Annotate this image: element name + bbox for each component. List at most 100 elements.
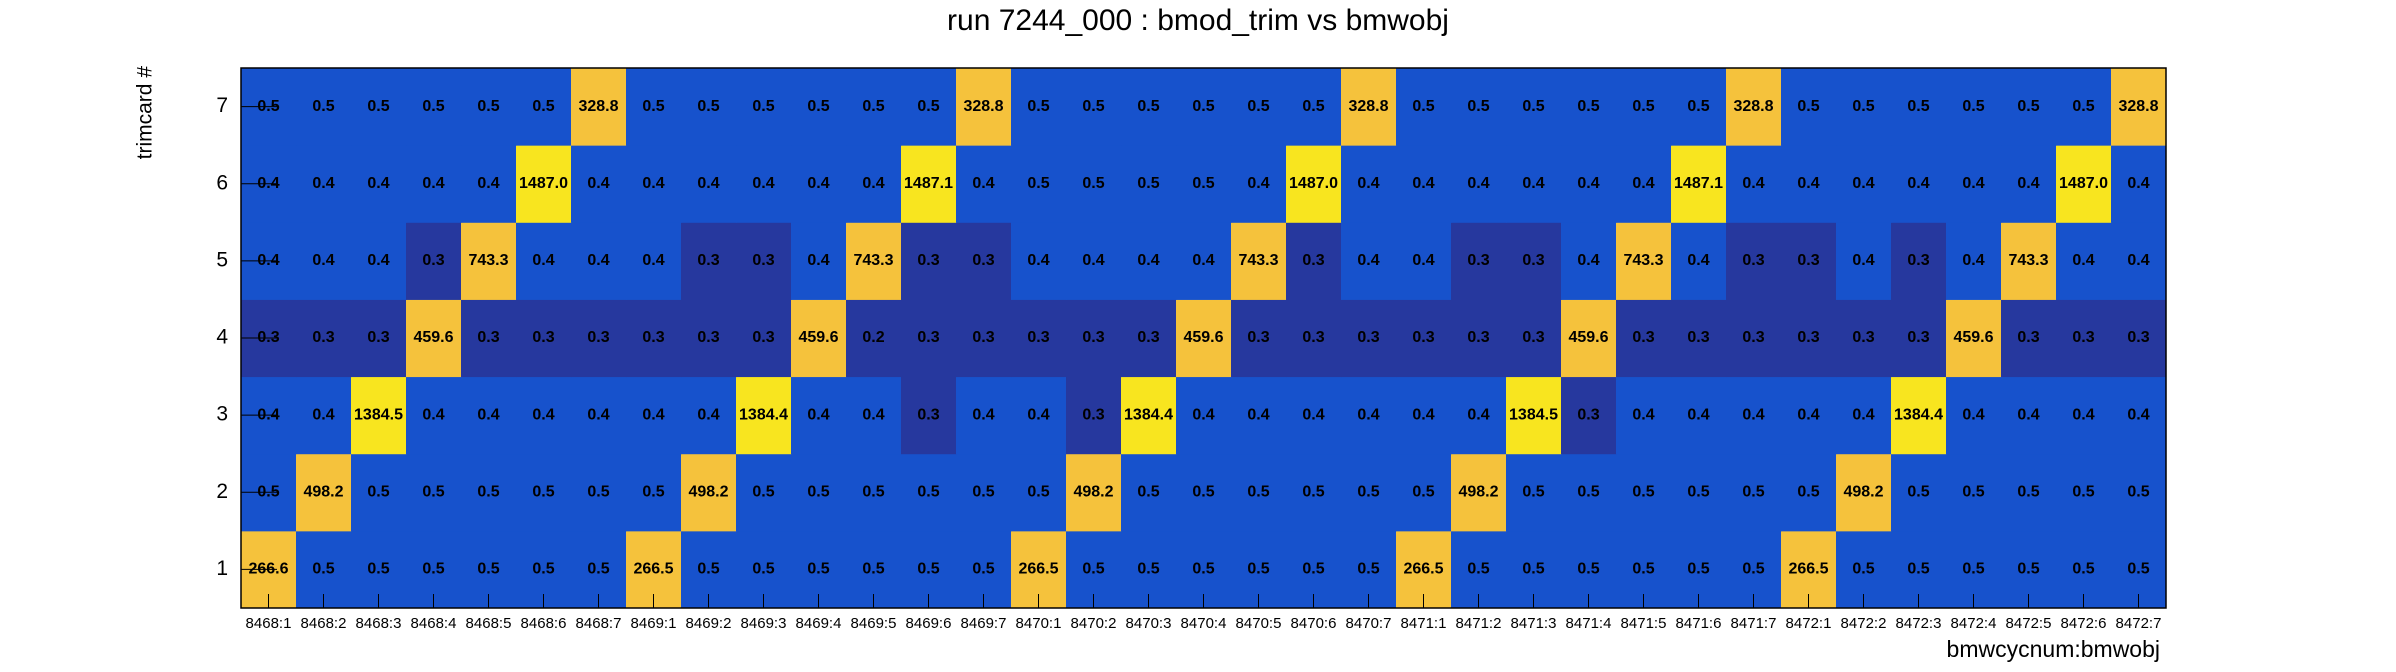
heatmap-cell: [351, 222, 407, 300]
x-tick-label: 8472:4: [1951, 615, 1997, 632]
cell-label: 459.6: [1183, 329, 1223, 346]
heatmap-cell: [2111, 222, 2167, 300]
heatmap-cell: [1671, 299, 1727, 378]
cell-label: 498.2: [1073, 484, 1113, 501]
y-tick-label: 2: [216, 480, 228, 503]
heatmap-cell: [2056, 299, 2112, 378]
heatmap-cell: [901, 453, 957, 532]
cell-label: 0.5: [1247, 484, 1269, 501]
cell-label: 0.5: [1797, 484, 1819, 501]
heatmap-cell: [846, 299, 902, 378]
heatmap-cell: [1066, 453, 1122, 532]
cell-label: 0.5: [807, 98, 829, 115]
cell-label: 328.8: [1348, 98, 1388, 115]
cell-label: 0.5: [862, 484, 884, 501]
heatmap-cell: [956, 299, 1012, 378]
cell-label: 0.3: [422, 252, 444, 269]
y-tick-label: 7: [216, 94, 228, 117]
x-tick-label: 8470:3: [1126, 615, 1172, 632]
heatmap-cell: [1616, 222, 1672, 300]
cell-label: 459.6: [1953, 329, 1993, 346]
heatmap-cell: [2056, 376, 2112, 455]
heatmap-cell: [351, 68, 407, 146]
cell-label: 0.3: [2127, 329, 2149, 346]
cell-label: 266.5: [633, 561, 673, 578]
cell-label: 0.4: [1742, 406, 1764, 423]
heatmap-cell: [1616, 145, 1672, 223]
cell-label: 0.5: [1907, 561, 1929, 578]
cell-label: 0.3: [642, 329, 664, 346]
heatmap-cell: [1506, 453, 1562, 532]
x-tick-label: 8469:5: [851, 615, 897, 632]
cell-label: 0.5: [1687, 484, 1709, 501]
heatmap-cell: [2001, 376, 2057, 455]
heatmap-cell: [736, 68, 792, 146]
heatmap-cell: [1066, 222, 1122, 300]
heatmap-cell: [2056, 453, 2112, 532]
cell-label: 0.5: [1302, 484, 1324, 501]
heatmap-cell: [1726, 145, 1782, 223]
heatmap-cell: [1836, 145, 1892, 223]
heatmap-cell: [1891, 376, 1947, 455]
y-tick-label: 5: [216, 248, 228, 271]
heatmap-cell: [1451, 68, 1507, 146]
cell-label: 0.2: [862, 329, 884, 346]
cell-label: 0.5: [477, 561, 499, 578]
cell-label: 0.5: [972, 561, 994, 578]
cell-label: 1384.5: [354, 406, 403, 423]
heatmap-cell: [1396, 299, 1452, 378]
heatmap-cell: [1726, 222, 1782, 300]
cell-label: 0.5: [752, 561, 774, 578]
chart-title: run 7244_000 : bmod_trim vs bmwobj: [947, 4, 1449, 37]
cell-label: 0.4: [862, 175, 884, 192]
cell-label: 0.4: [1522, 175, 1544, 192]
cell-label: 0.5: [312, 561, 334, 578]
heatmap-cell: [1341, 376, 1397, 455]
cell-label: 0.5: [697, 561, 719, 578]
heatmap-cell: [1726, 376, 1782, 455]
heatmap-cell: [1671, 376, 1727, 455]
heatmap-cell: [1341, 453, 1397, 532]
cell-label: 0.5: [1082, 175, 1104, 192]
cell-label: 0.4: [587, 406, 609, 423]
heatmap-cell: [736, 145, 792, 223]
heatmap-cell: [1891, 145, 1947, 223]
heatmap-cell: [1506, 299, 1562, 378]
heatmap-cell: [1231, 145, 1287, 223]
cell-label: 0.5: [1852, 98, 1874, 115]
cell-label: 0.4: [1797, 406, 1819, 423]
cell-label: 0.3: [367, 329, 389, 346]
heatmap-cell: [406, 222, 462, 300]
heatmap-cell: [1836, 299, 1892, 378]
heatmap-cell: [1231, 376, 1287, 455]
cell-label: 0.5: [1247, 561, 1269, 578]
cell-label: 0.4: [1742, 175, 1764, 192]
x-tick-label: 8469:1: [631, 615, 677, 632]
cell-label: 0.5: [1577, 561, 1599, 578]
x-tick-label: 8468:4: [411, 615, 457, 632]
cell-label: 498.2: [1458, 484, 1498, 501]
heatmap-cell: [901, 68, 957, 146]
cell-label: 0.5: [2127, 561, 2149, 578]
heatmap-cell: [1671, 453, 1727, 532]
cell-label: 0.4: [1192, 406, 1214, 423]
heatmap-cell: [1451, 145, 1507, 223]
cell-label: 0.5: [367, 98, 389, 115]
heatmap-cell: [1836, 453, 1892, 532]
heatmap-cell: [626, 222, 682, 300]
heatmap-cell: [956, 376, 1012, 455]
x-tick-label: 8468:2: [301, 615, 347, 632]
heatmap-cell: [1561, 376, 1617, 455]
heatmap-cell: [1946, 299, 2002, 378]
heatmap-cell: [296, 453, 352, 532]
heatmap-cell: [1066, 145, 1122, 223]
heatmap-cell: [516, 222, 572, 300]
x-tick-label: 8468:7: [576, 615, 622, 632]
heatmap-cell: [1066, 299, 1122, 378]
heatmap-cell: [1231, 222, 1287, 300]
heatmap-cell: [1176, 453, 1232, 532]
heatmap-cell: [1396, 376, 1452, 455]
heatmap-cell: [736, 453, 792, 532]
cell-label: 0.3: [1137, 329, 1159, 346]
